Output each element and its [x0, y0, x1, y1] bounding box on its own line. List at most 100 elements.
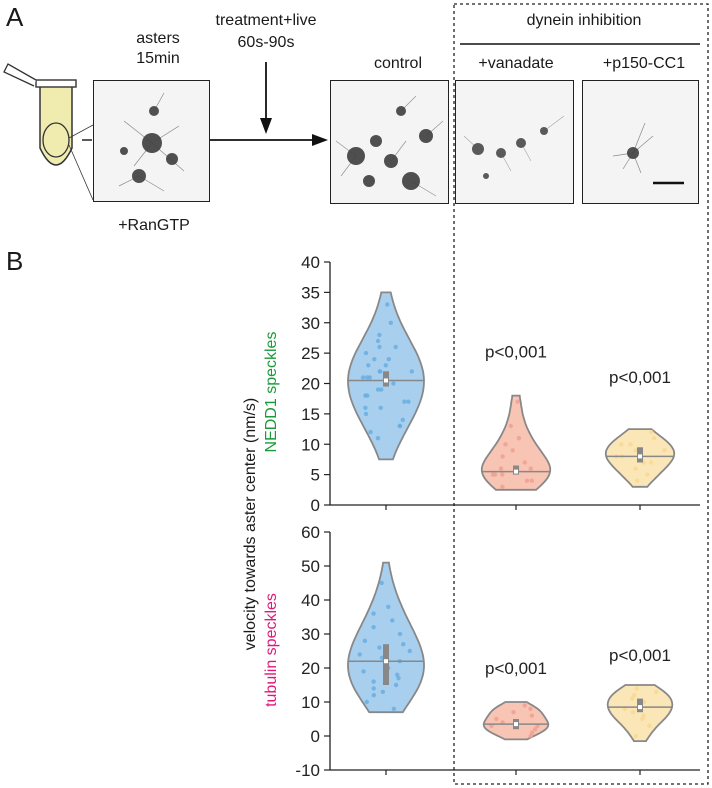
- bottom-point-p150: [634, 686, 639, 691]
- top-violin-vanadate: [480, 394, 552, 491]
- top-point-control: [375, 436, 381, 441]
- asters-label-line2: 15min: [136, 50, 180, 67]
- top-point-control: [388, 320, 393, 325]
- bottom-point-control: [407, 648, 412, 654]
- bottom-y-tick-label: -10: [295, 761, 320, 780]
- control-label: control: [373, 55, 423, 72]
- top-point-control: [383, 363, 388, 368]
- top-point-p150: [651, 436, 657, 441]
- top-point-vanadate: [515, 399, 520, 404]
- top-point-vanadate: [498, 466, 504, 471]
- bottom-y-tick-label: 60: [301, 523, 320, 542]
- top-y-tick-label: 0: [311, 496, 320, 515]
- dynein-inhibition-label: dynein inhibition: [526, 12, 642, 29]
- top-point-p150: [645, 472, 650, 477]
- top-point-control: [386, 357, 391, 362]
- top-point-p150: [648, 460, 654, 465]
- bottom-point-p150: [631, 710, 636, 715]
- top-point-control: [365, 393, 370, 398]
- bottom-point-control: [377, 645, 382, 650]
- top-point-control: [375, 387, 381, 392]
- bottom-y-tick-label: 50: [301, 557, 320, 576]
- bottom-point-control: [390, 618, 395, 623]
- bottom-point-control: [395, 672, 400, 677]
- top-point-control: [377, 344, 382, 350]
- vanadate-micrograph: [455, 80, 574, 204]
- top-point-vanadate: [516, 436, 522, 441]
- y-axis-label: velocity towards aster center (nm/s): [242, 397, 259, 651]
- top-point-control: [409, 369, 414, 374]
- bottom-median-dot-vanadate: [514, 722, 518, 727]
- top-point-vanadate: [500, 484, 505, 489]
- panel-b-letter: B: [6, 246, 24, 276]
- bottom-point-control: [397, 631, 403, 637]
- bottom-point-vanadate: [522, 703, 527, 708]
- top-point-vanadate: [524, 478, 530, 483]
- top-point-vanadate: [508, 423, 513, 429]
- bottom-point-control: [371, 693, 376, 698]
- bottom-iqr-control: [383, 644, 389, 685]
- top-median-dot-vanadate: [514, 469, 518, 474]
- top-y-tick-label: 20: [301, 375, 320, 394]
- bottom-point-control: [379, 580, 384, 586]
- top-y-tick-label: 35: [301, 283, 320, 302]
- bottom-pvalue-p150: p<0,001: [609, 646, 671, 665]
- top-point-vanadate: [529, 478, 534, 483]
- top-point-vanadate: [500, 472, 505, 477]
- bottom-point-vanadate: [528, 706, 533, 711]
- p150-micrograph: [582, 80, 699, 204]
- top-point-vanadate: [528, 466, 533, 471]
- treatment-label-line1: treatment+live: [215, 12, 317, 29]
- top-violin-plot: p<0,001 p<0,001: [347, 291, 676, 491]
- bottom-point-vanadate: [532, 727, 538, 732]
- panel-a-letter: A: [6, 2, 24, 32]
- top-point-control: [372, 357, 377, 362]
- bottom-point-control: [391, 706, 397, 711]
- top-point-control: [360, 375, 366, 380]
- bottom-violin-plot: p<0,001 p<0,001: [347, 561, 674, 742]
- top-point-control: [397, 423, 402, 429]
- top-y-tick-label: 40: [301, 253, 320, 272]
- bottom-median-dot-control: [384, 659, 388, 664]
- bottom-point-control: [362, 638, 368, 643]
- timeline-arrow: [210, 134, 328, 146]
- rangtp-label: +RanGTP: [118, 217, 190, 234]
- bottom-point-p150: [629, 696, 635, 701]
- vanadate-label: +vanadate: [478, 55, 554, 72]
- bottom-point-vanadate: [530, 730, 535, 735]
- bottom-plot-axes: -10 0 10 20 30 40 50 60: [295, 523, 700, 780]
- top-point-p150: [633, 448, 638, 453]
- top-point-p150: [649, 429, 654, 435]
- top-point-control: [393, 344, 398, 350]
- control-micrograph: [330, 80, 449, 204]
- top-median-dot-control: [384, 378, 388, 383]
- top-point-p150: [635, 478, 640, 483]
- top-median-dot-p150: [638, 454, 642, 459]
- top-point-control: [379, 387, 384, 392]
- top-y-tick-label: 10: [301, 435, 320, 454]
- bottom-y-tick-label: 40: [301, 591, 320, 610]
- top-point-control: [377, 369, 383, 374]
- top-point-p150: [633, 466, 638, 471]
- bottom-violin-control: [347, 561, 425, 714]
- top-y-tick-label: 15: [301, 405, 320, 424]
- bottom-point-control: [371, 625, 376, 630]
- nedd1-speckles-label: NEDD1 speckles: [263, 331, 280, 453]
- p150-label: +p150-CC1: [602, 55, 686, 72]
- bottom-pvalue-vanadate: p<0,001: [485, 659, 547, 678]
- top-pvalue-vanadate: p<0,001: [485, 343, 547, 362]
- dynein-inhibition-box: [453, 3, 709, 785]
- bottom-point-vanadate: [511, 710, 516, 715]
- tubulin-speckles-label: tubulin speckles: [263, 593, 280, 707]
- top-point-control: [391, 381, 396, 386]
- bottom-point-p150: [647, 723, 652, 728]
- bottom-point-control: [371, 611, 376, 616]
- bottom-point-control: [364, 699, 369, 705]
- top-y-tick-label: 30: [301, 314, 320, 333]
- top-point-p150: [619, 442, 624, 447]
- bottom-point-control: [393, 682, 399, 688]
- bottom-point-vanadate: [528, 733, 533, 739]
- bottom-point-control: [371, 686, 376, 691]
- top-point-control: [378, 405, 383, 410]
